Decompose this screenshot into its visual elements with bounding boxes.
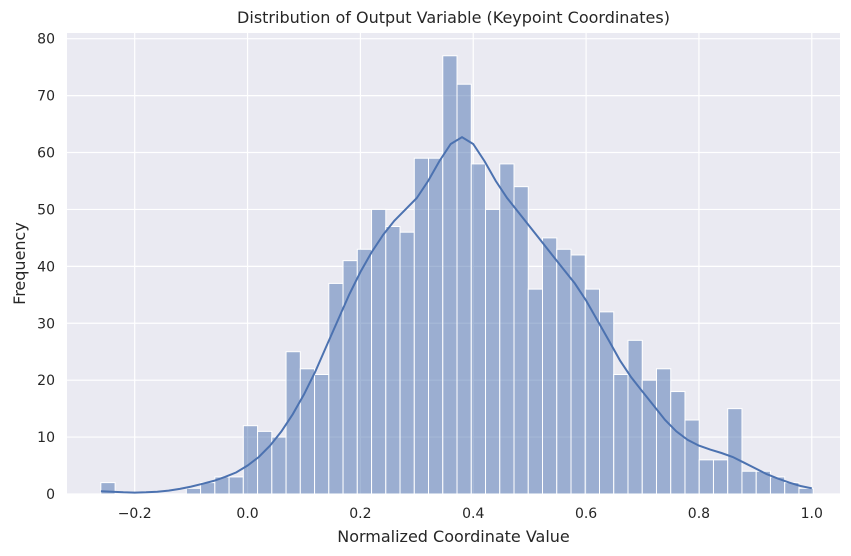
histogram-bar bbox=[428, 157, 444, 495]
histogram-bar bbox=[698, 459, 714, 495]
kde-line bbox=[100, 136, 812, 494]
histogram-bar bbox=[371, 208, 387, 495]
x-tick-label: 0.8 bbox=[688, 506, 710, 522]
y-tick-label: 0 bbox=[46, 487, 55, 503]
histogram-bar bbox=[185, 487, 202, 495]
histogram-bar bbox=[741, 470, 757, 495]
histogram-bar bbox=[542, 237, 558, 495]
histogram-bar bbox=[499, 163, 515, 495]
x-tick-label: 0.2 bbox=[349, 506, 371, 522]
chart-title: Distribution of Output Variable (Keypoin… bbox=[237, 8, 670, 27]
x-tick-label: 0.6 bbox=[575, 506, 597, 522]
x-tick-label: 0.4 bbox=[462, 506, 484, 522]
y-tick-label: 50 bbox=[37, 202, 55, 218]
y-tick-label: 40 bbox=[37, 259, 55, 275]
histogram-bar bbox=[228, 476, 244, 495]
histogram-bar bbox=[727, 408, 743, 495]
x-axis-ticks: −0.2 0.0 0.2 0.4 0.6 0.8 1.0 bbox=[118, 506, 823, 522]
histogram-bar bbox=[641, 379, 657, 495]
x-tick-label: −0.2 bbox=[118, 506, 152, 522]
histogram-bar bbox=[257, 430, 273, 495]
histogram-bar bbox=[712, 459, 729, 495]
x-axis-label: Normalized Coordinate Value bbox=[337, 527, 570, 546]
histogram-bar bbox=[684, 419, 700, 495]
histogram-bar bbox=[556, 248, 572, 495]
histogram-bar bbox=[655, 368, 672, 495]
histogram-bar bbox=[513, 186, 529, 495]
y-axis-label: Frequency bbox=[10, 222, 29, 305]
x-tick-label: 0.0 bbox=[236, 506, 258, 522]
histogram-bar bbox=[570, 254, 586, 495]
histogram-bar bbox=[627, 339, 643, 495]
histogram-bar bbox=[485, 208, 501, 495]
histogram-bar bbox=[798, 487, 814, 495]
histogram-bar bbox=[527, 288, 544, 495]
y-tick-label: 80 bbox=[37, 32, 55, 48]
histogram-bar bbox=[271, 436, 287, 495]
y-tick-label: 60 bbox=[37, 146, 55, 162]
histogram-bars bbox=[100, 55, 814, 495]
histogram-bar bbox=[442, 55, 458, 495]
histogram-bar bbox=[399, 231, 415, 495]
histogram-bar bbox=[385, 226, 401, 495]
histogram-bar bbox=[314, 373, 330, 495]
y-tick-label: 70 bbox=[37, 89, 55, 105]
histogram-bar bbox=[470, 163, 487, 495]
histogram-bar bbox=[356, 248, 373, 495]
y-tick-label: 30 bbox=[37, 316, 55, 332]
histogram-bar bbox=[670, 391, 686, 495]
histogram-bar bbox=[456, 83, 472, 495]
histogram-bar bbox=[342, 260, 358, 495]
histogram-bar bbox=[413, 157, 430, 495]
y-axis-ticks: 0 10 20 30 40 50 60 70 80 bbox=[37, 32, 55, 503]
y-tick-label: 20 bbox=[37, 373, 55, 389]
x-tick-label: 1.0 bbox=[801, 506, 823, 522]
histogram-bar bbox=[598, 311, 615, 495]
y-tick-label: 10 bbox=[37, 430, 55, 446]
histogram-bar bbox=[100, 482, 116, 495]
histogram-bar bbox=[613, 373, 629, 495]
